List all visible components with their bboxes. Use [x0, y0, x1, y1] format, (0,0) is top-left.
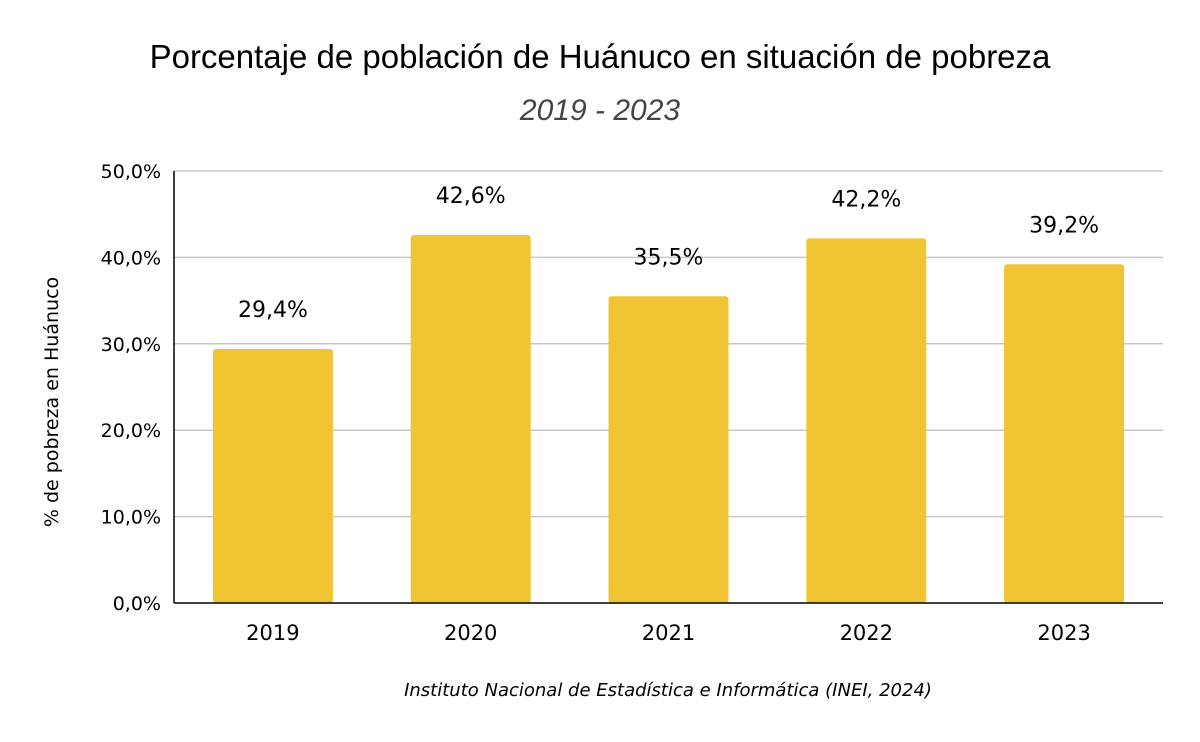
chart-subtitle: 2019 - 2023 — [519, 94, 681, 127]
x-tick-label: 2021 — [642, 621, 695, 645]
value-label: 42,2% — [831, 187, 901, 212]
bar — [608, 296, 729, 603]
value-label: 42,6% — [436, 184, 506, 209]
bar — [806, 238, 927, 603]
bars — [212, 234, 1125, 603]
bar — [212, 348, 333, 603]
labels: 0,0% 10,0% 20,0% 30,0% 40,0% 50,0% 29,4% 2019 42… — [101, 161, 1099, 645]
x-tick-label: 2023 — [1037, 621, 1090, 645]
value-label: 39,2% — [1029, 213, 1099, 238]
chart-title: Porcentaje de población de Huánuco en si… — [149, 38, 1051, 75]
value-label: 29,4% — [238, 298, 308, 323]
x-tick-label: 2022 — [840, 621, 893, 645]
y-tick-label: 50,0% — [101, 161, 161, 183]
source-note: Instituto Nacional de Estadística e Info… — [404, 680, 932, 701]
y-tick-label: 40,0% — [101, 247, 161, 269]
y-tick-label: 30,0% — [101, 334, 161, 356]
bar — [410, 234, 531, 603]
axes — [173, 171, 1163, 604]
x-tick-label: 2020 — [444, 621, 497, 645]
y-axis-title: % de pobreza en Huánuco — [41, 277, 63, 527]
x-tick-label: 2019 — [246, 621, 299, 645]
y-tick-label: 10,0% — [101, 507, 161, 529]
value-label: 35,5% — [634, 245, 704, 270]
y-tick-label: 20,0% — [101, 420, 161, 442]
bar — [1004, 264, 1125, 603]
y-tick-label: 0,0% — [113, 593, 161, 615]
